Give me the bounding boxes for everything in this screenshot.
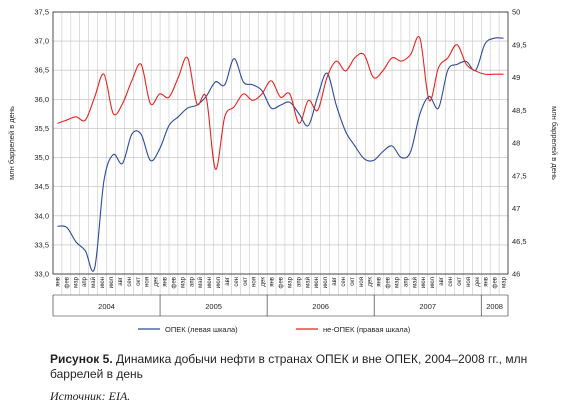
y-left-tick-label: 37,5 (34, 8, 49, 17)
x-tick-label-month: апр (82, 276, 88, 287)
x-tick-label-month: сен (127, 277, 133, 287)
y-left-tick-label: 36,5 (34, 66, 49, 75)
legend: ОПЕК (левая шкала) не-ОПЕК (правая шкала… (138, 325, 411, 334)
x-tick-label-month: окт (243, 277, 249, 286)
x-tick-label-month: апр (403, 276, 409, 287)
x-tick-label-month: янв (484, 277, 490, 287)
y-axis-right: 46 46,5 47 47,5 48 48,5 49 49,5 50 (512, 8, 527, 279)
x-tick-label-month: авг (225, 276, 231, 286)
x-tick-label-month: янв (270, 277, 276, 287)
y-axis-right-title: млн баррелей в день (550, 106, 559, 180)
x-year-label: 2007 (419, 302, 436, 311)
x-tick-label-month: янв (377, 277, 383, 287)
x-tick-label-month: авг (439, 276, 445, 286)
caption-text: Динамика добычи нефти в странах ОПЕК и в… (50, 352, 528, 381)
y-left-tick-label: 35,5 (34, 124, 49, 133)
x-tick-label-month: июн (207, 277, 213, 288)
x-tick-label-month: окт (457, 277, 463, 286)
y-right-tick-label: 48,5 (512, 106, 527, 115)
y-right-tick-label: 50 (512, 8, 520, 17)
x-tick-label-month: июл (109, 277, 115, 289)
y-left-tick-label: 33,0 (34, 270, 49, 279)
x-tick-label-month: июн (100, 277, 106, 288)
series-line-non-opec (57, 36, 504, 170)
x-tick-label-month: мар (394, 276, 400, 287)
source-note: Источник: EIA. (50, 389, 130, 404)
x-tick-label-month: фев (493, 277, 499, 288)
x-tick-label-month: мар (180, 276, 186, 287)
y-left-tick-label: 34,0 (34, 211, 49, 220)
y-right-tick-label: 48 (512, 139, 520, 148)
x-tick-label-month: фев (386, 277, 392, 288)
x-tick-label-month: май (197, 277, 204, 288)
x-tick-label-month: апр (189, 276, 195, 287)
y-right-tick-label: 49,5 (512, 40, 527, 49)
x-tick-label-month: авг (118, 276, 124, 286)
series-layer (57, 36, 504, 272)
figure-caption: Рисунок 5. Динамика добычи нефти в стран… (50, 352, 550, 382)
x-tick-label-month: сен (341, 277, 347, 287)
y-left-tick-label: 37,0 (34, 37, 49, 46)
x-tick-label-month: июл (323, 277, 329, 289)
x-tick-label-month: май (411, 277, 418, 288)
plot-frame (52, 11, 509, 275)
x-tick-label-month: ноя (252, 277, 258, 287)
x-tick-label-month: июн (421, 277, 427, 288)
x-tick-label-month: ноя (466, 277, 472, 287)
x-tick-label-month: окт (136, 277, 142, 286)
x-tick-label-month: сен (234, 277, 240, 287)
x-tick-label-month: мар (287, 276, 293, 287)
x-year-label: 2005 (205, 302, 222, 311)
x-tick-label-month: мар (73, 276, 79, 287)
y-right-tick-label: 47,5 (512, 171, 527, 180)
y-axis-left: 33,0 33,5 34,0 34,5 35,0 35,5 36,0 36,5 37,0 37,5 (34, 8, 49, 279)
y-right-tick-label: 46,5 (512, 237, 527, 246)
source-label: Источник: (50, 389, 106, 403)
x-tick-label-month: июл (216, 277, 222, 289)
series-line-opec (57, 37, 504, 272)
y-left-tick-label: 35,0 (34, 153, 49, 162)
x-tick-label-month: ноя (145, 277, 151, 287)
x-tick-label-month: авг (332, 276, 338, 286)
x-tick-label-month: май (304, 277, 311, 288)
x-tick-label-month: фев (64, 277, 70, 288)
source-value: EIA. (108, 389, 131, 403)
y-right-tick-label: 49 (512, 73, 520, 82)
x-year-label: 2008 (486, 302, 503, 311)
y-left-tick-label: 33,5 (34, 240, 49, 249)
x-axis: янв фев мар апр май июн июл авг сен окт ноя дек2004… (52, 276, 509, 317)
y-left-tick-label: 36,0 (34, 95, 49, 104)
x-tick-label-month: окт (350, 277, 356, 286)
x-tick-label-month: дек (368, 277, 374, 287)
x-tick-label-month: дек (154, 277, 160, 287)
x-tick-label-month: май (90, 277, 97, 288)
x-tick-label-month: янв (163, 277, 169, 287)
legend-label-opec: ОПЕК (левая шкала) (165, 325, 238, 334)
x-tick-label-month: дек (475, 277, 481, 287)
x-tick-label-month: мар (502, 276, 508, 287)
x-tick-label-month: июл (430, 277, 436, 289)
x-year-label: 2004 (98, 302, 115, 311)
x-tick-label-month: июн (314, 277, 320, 288)
y-axis-left-title: млн баррелей в день (7, 106, 16, 180)
y-left-tick-label: 34,5 (34, 182, 49, 191)
y-right-tick-label: 46 (512, 270, 520, 279)
x-tick-label-month: ноя (359, 277, 365, 287)
x-tick-label-month: фев (279, 277, 285, 288)
x-tick-label-month: апр (296, 276, 302, 287)
x-tick-label-month: дек (261, 277, 267, 287)
x-tick-label-month: янв (55, 277, 61, 287)
oil-production-chart: 33,0 33,5 34,0 34,5 35,0 35,5 36,0 36,5 37,0 37,5… (7, 8, 559, 335)
chart-grid (53, 11, 508, 295)
caption-label: Рисунок 5. (50, 352, 113, 366)
x-year-label: 2006 (312, 302, 329, 311)
x-tick-label-month: сен (448, 277, 454, 287)
y-right-tick-label: 47 (512, 204, 520, 213)
x-tick-label-month: фев (171, 277, 177, 288)
legend-label-non-opec: не-ОПЕК (правая шкала) (323, 325, 411, 334)
